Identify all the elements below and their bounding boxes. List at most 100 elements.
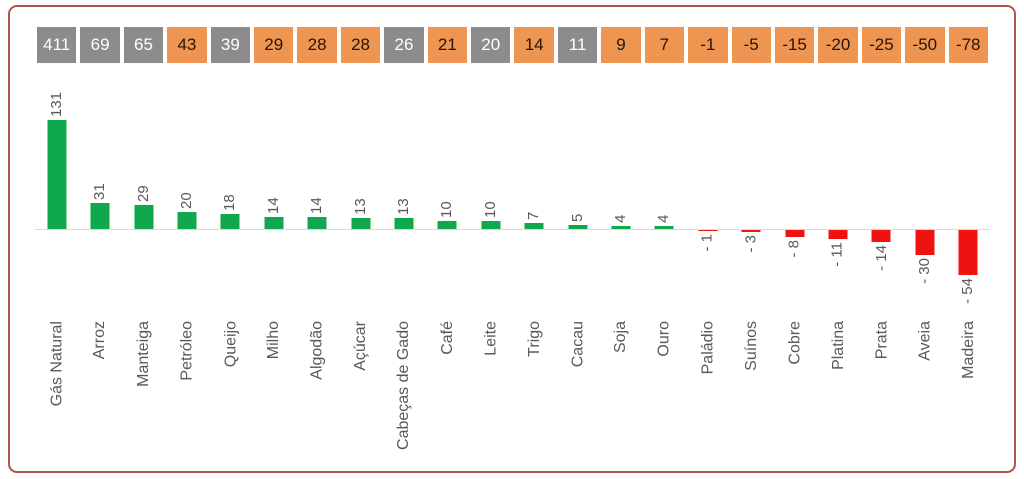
summary-chip: -15 bbox=[774, 27, 815, 63]
category-label: Trigo bbox=[525, 321, 543, 357]
summary-chip: -78 bbox=[948, 27, 988, 63]
summary-chip: 29 bbox=[254, 27, 294, 63]
bar-column: - 3 Suínos bbox=[730, 63, 773, 471]
bar-column: - 8 Cobre bbox=[773, 63, 816, 471]
bar-column: 131 Gás Natural bbox=[35, 63, 78, 471]
bar-column: - 11 Platina bbox=[816, 63, 859, 471]
summary-chip: 26 bbox=[384, 27, 424, 63]
category-label: Cabeças de Gado bbox=[395, 321, 413, 450]
bar-value-label: 14 bbox=[264, 197, 282, 214]
category-label: Gás Natural bbox=[48, 321, 66, 407]
bar-value-label: 7 bbox=[525, 211, 543, 220]
negative-bar bbox=[871, 230, 891, 242]
category-label: Cacau bbox=[569, 321, 587, 368]
summary-chip: 11 bbox=[557, 27, 598, 63]
summary-chip: 28 bbox=[297, 27, 337, 63]
positive-bar bbox=[394, 218, 414, 229]
bar-columns: 131 Gás Natural 31 Arroz 29 Manteiga 20 Petróle… bbox=[35, 63, 990, 471]
bar-column: 7 Trigo bbox=[512, 63, 555, 471]
bar-column: 29 Manteiga bbox=[122, 63, 165, 471]
bar-value-label: - 11 bbox=[829, 242, 847, 267]
category-label: Ouro bbox=[655, 321, 673, 357]
negative-bar bbox=[785, 230, 805, 237]
bar-value-label: 10 bbox=[438, 201, 456, 218]
positive-bar bbox=[611, 226, 631, 229]
bar-column: 13 Açúcar bbox=[339, 63, 382, 471]
bar-value-label: - 8 bbox=[785, 240, 803, 258]
summary-chip: 20 bbox=[471, 27, 511, 63]
bar-column: 10 Leite bbox=[469, 63, 512, 471]
category-label: Açúcar bbox=[352, 321, 370, 371]
bar-value-label: 10 bbox=[481, 201, 499, 218]
positive-bar bbox=[90, 203, 110, 229]
positive-bar bbox=[437, 221, 457, 229]
bar-value-label: 13 bbox=[351, 198, 369, 215]
bar-value-label: 14 bbox=[308, 197, 326, 214]
bar-column: 13 Cabeças de Gado bbox=[382, 63, 425, 471]
summary-chip: 9 bbox=[601, 27, 641, 63]
bar-value-label: 31 bbox=[91, 183, 109, 200]
category-label: Soja bbox=[612, 321, 630, 354]
bar-value-label: 5 bbox=[568, 213, 586, 222]
positive-bar bbox=[568, 225, 588, 229]
summary-chip: -1 bbox=[688, 27, 728, 63]
summary-chip: 65 bbox=[123, 27, 164, 63]
positive-bar bbox=[220, 214, 240, 229]
category-label: Suínos bbox=[742, 321, 760, 371]
bar-column: 14 Algodão bbox=[295, 63, 338, 471]
summary-chip-row: 411 69 65 43 39 29 28 28 26 21 20 14 11 9 7 -1 -5 -15 -20-… bbox=[35, 27, 990, 63]
summary-chip: 69 bbox=[80, 27, 120, 63]
bar-value-label: - 30 bbox=[915, 258, 933, 284]
bar-value-label: 131 bbox=[47, 91, 65, 117]
x-axis-line bbox=[35, 229, 990, 230]
negative-bar bbox=[741, 230, 761, 232]
category-label: Aveia bbox=[916, 321, 934, 361]
category-label: Petróleo bbox=[178, 321, 196, 381]
category-label: Queijo bbox=[221, 321, 239, 368]
bar-value-label: - 54 bbox=[959, 278, 977, 304]
positive-bar bbox=[47, 120, 67, 229]
positive-bar bbox=[481, 221, 501, 229]
bar-value-label: 4 bbox=[611, 214, 629, 223]
positive-bar bbox=[307, 217, 327, 229]
summary-chip: -50 bbox=[905, 27, 945, 63]
positive-bar bbox=[177, 212, 197, 229]
category-label: Café bbox=[438, 321, 456, 355]
category-label: Manteiga bbox=[135, 321, 153, 387]
bar-column: 10 Café bbox=[426, 63, 469, 471]
negative-bar bbox=[958, 230, 978, 275]
bar-column: 5 Cacau bbox=[556, 63, 599, 471]
summary-chip: 28 bbox=[340, 27, 381, 63]
summary-chip: 411 bbox=[37, 27, 77, 63]
category-label: Milho bbox=[265, 321, 283, 360]
positive-bar bbox=[264, 217, 284, 229]
bar-column: - 1 Paládio bbox=[686, 63, 729, 471]
bar-column: - 14 Prata bbox=[860, 63, 903, 471]
positive-bar bbox=[134, 205, 154, 229]
category-label: Paládio bbox=[699, 321, 717, 375]
category-label: Madeira bbox=[959, 321, 977, 379]
negative-bar bbox=[915, 230, 935, 255]
bar-value-label: 4 bbox=[655, 214, 673, 223]
summary-chip: 43 bbox=[167, 27, 207, 63]
category-label: Algodão bbox=[308, 321, 326, 380]
summary-chip: 7 bbox=[644, 27, 685, 63]
chart-frame: 411 69 65 43 39 29 28 28 26 21 20 14 11 9 7 -1 -5 -15 -20-… bbox=[8, 5, 1016, 473]
summary-chip: -20 bbox=[818, 27, 858, 63]
negative-bar bbox=[828, 230, 848, 239]
bar-column: 14 Milho bbox=[252, 63, 295, 471]
bar-value-label: 29 bbox=[134, 185, 152, 202]
bar-value-label: 18 bbox=[221, 194, 239, 211]
bar-column: 4 Ouro bbox=[643, 63, 686, 471]
category-label: Platina bbox=[829, 321, 847, 370]
summary-chip: 14 bbox=[514, 27, 554, 63]
bar-column: 20 Petróleo bbox=[165, 63, 208, 471]
bar-value-label: - 14 bbox=[872, 245, 890, 271]
bar-column: 31 Arroz bbox=[78, 63, 121, 471]
negative-bar bbox=[698, 230, 718, 231]
summary-chip: -5 bbox=[731, 27, 771, 63]
category-label: Cobre bbox=[786, 321, 804, 365]
chart-content: 411 69 65 43 39 29 28 28 26 21 20 14 11 9 7 -1 -5 -15 -20-… bbox=[35, 7, 990, 471]
bar-value-label: 13 bbox=[394, 198, 412, 215]
bar-column: 18 Queijo bbox=[209, 63, 252, 471]
